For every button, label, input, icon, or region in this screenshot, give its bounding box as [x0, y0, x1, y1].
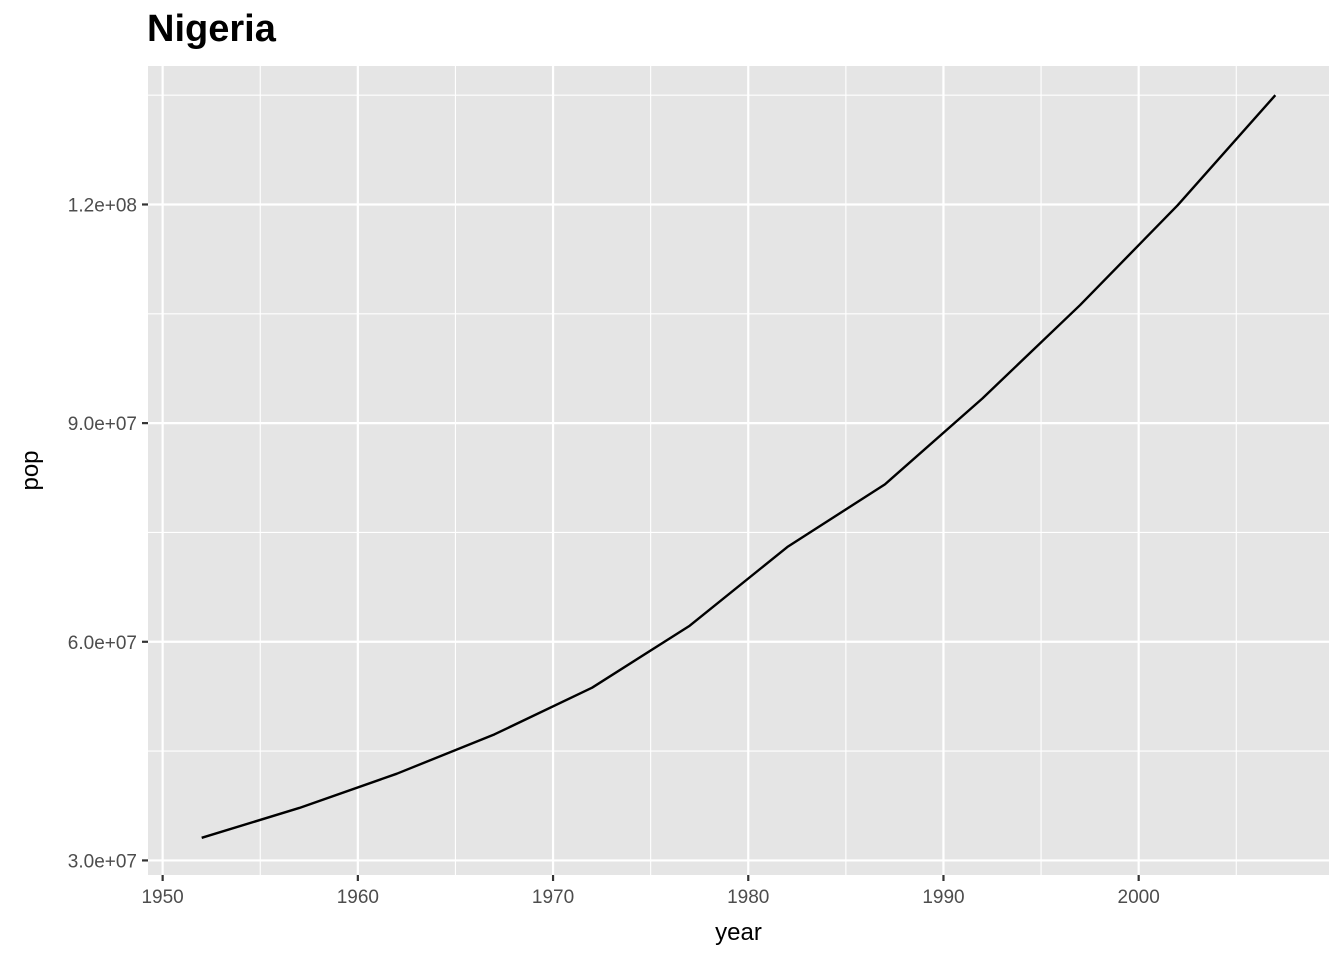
x-tick-label: 1970	[532, 887, 574, 908]
minor-gridlines	[148, 66, 1329, 875]
x-tick-label: 1960	[337, 887, 379, 908]
major-gridlines	[148, 66, 1329, 875]
plot-panel	[148, 66, 1329, 875]
series-layer	[201, 94, 1277, 839]
y-axis: 3.0e+07 6.0e+07 9.0e+07 1.2e+08	[68, 195, 148, 872]
y-axis-title: pop	[17, 450, 44, 490]
series-line	[201, 94, 1277, 839]
x-tick-label: 1950	[141, 887, 183, 908]
x-axis-title: year	[715, 919, 762, 946]
y-tick-label: 6.0e+07	[68, 633, 137, 654]
chart-title: Nigeria	[147, 8, 276, 50]
y-tick-label: 9.0e+07	[68, 414, 137, 435]
y-tick-label: 1.2e+08	[68, 195, 137, 216]
y-tick-label: 3.0e+07	[68, 851, 137, 872]
x-tick-label: 2000	[1118, 887, 1160, 908]
x-tick-label: 1980	[727, 887, 769, 908]
x-tick-label: 1990	[922, 887, 964, 908]
x-axis: 1950 1960 1970 1980 1990 2000	[141, 875, 1160, 908]
